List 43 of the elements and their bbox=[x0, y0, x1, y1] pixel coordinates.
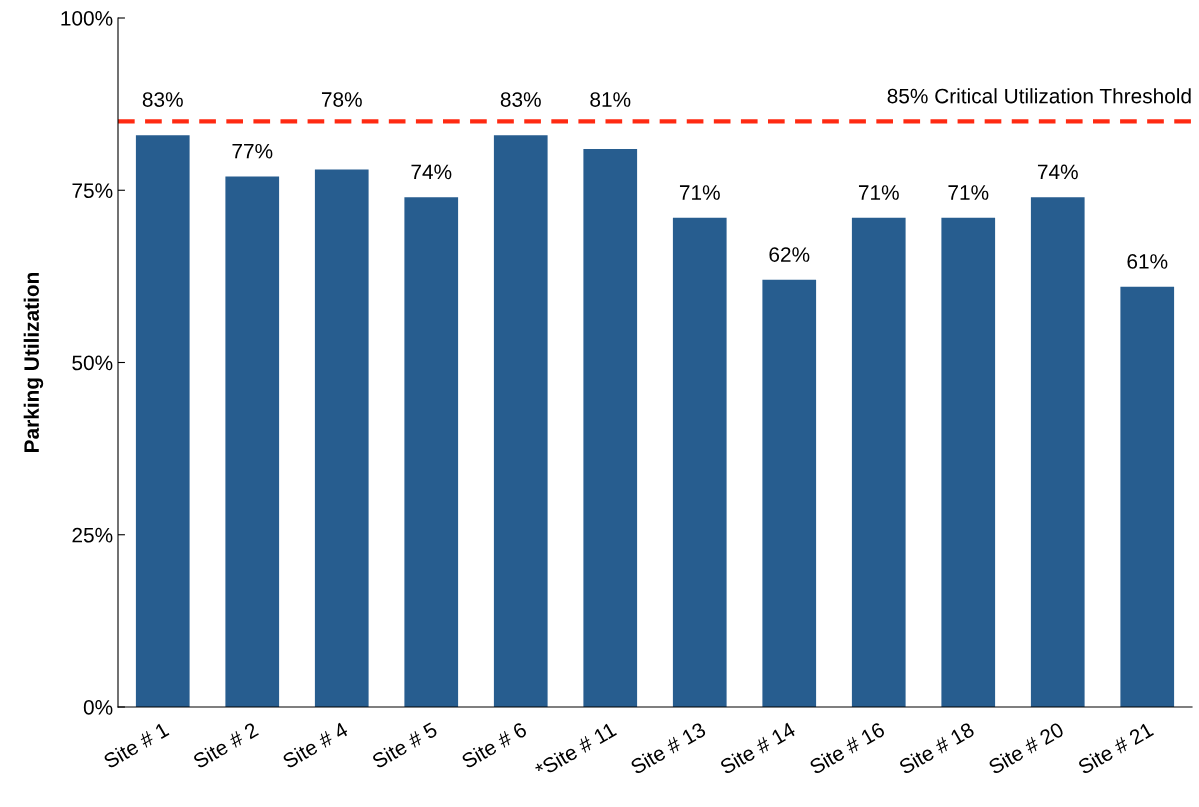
y-tick-label: 0% bbox=[83, 700, 113, 715]
y-tick-label: 25% bbox=[72, 527, 113, 543]
bar bbox=[583, 148, 638, 707]
data-label: 71% bbox=[679, 185, 720, 200]
y-axis-title: Parking Utilization bbox=[23, 272, 44, 452]
bar bbox=[762, 279, 817, 707]
x-tick-label: Site # 16 bbox=[808, 721, 886, 775]
x-tick-label: Site # 18 bbox=[897, 721, 976, 775]
ref-line-label: 85% Critical Utilization Threshold bbox=[887, 88, 1191, 104]
data-label: 83% bbox=[500, 92, 541, 107]
data-label: 81% bbox=[590, 92, 631, 107]
data-label: 83% bbox=[142, 92, 183, 107]
bar bbox=[672, 217, 727, 707]
bar bbox=[225, 176, 280, 707]
data-label: 71% bbox=[948, 185, 989, 200]
x-tick-label: Site # 4 bbox=[281, 721, 349, 769]
data-label: 77% bbox=[232, 143, 273, 159]
x-tick-label: Site # 13 bbox=[629, 721, 707, 775]
data-label: 71% bbox=[858, 185, 899, 200]
bar bbox=[1030, 197, 1085, 707]
x-tick-label: Site # 20 bbox=[987, 721, 1065, 775]
bar bbox=[135, 135, 190, 707]
x-tick-label: Site # 5 bbox=[370, 721, 439, 769]
data-label: 62% bbox=[769, 247, 810, 262]
x-tick-label: *Site # 11 bbox=[533, 721, 618, 779]
y-tick-label: 75% bbox=[72, 183, 113, 198]
x-tick-label: Site # 6 bbox=[460, 721, 528, 769]
x-tick-label: Site # 1 bbox=[102, 721, 170, 769]
x-tick-label: Site # 21 bbox=[1076, 721, 1155, 775]
bar bbox=[404, 197, 459, 707]
y-tick-label: 100% bbox=[61, 11, 113, 26]
bar bbox=[1120, 286, 1175, 707]
data-label: 61% bbox=[1127, 254, 1168, 269]
bar bbox=[941, 217, 996, 707]
y-tick-label: 50% bbox=[72, 355, 113, 371]
data-label: 74% bbox=[411, 164, 452, 180]
x-tick-label: Site # 14 bbox=[718, 721, 797, 775]
data-label: 78% bbox=[321, 92, 362, 107]
data-label: 74% bbox=[1037, 164, 1078, 180]
bar bbox=[493, 135, 548, 707]
x-tick-label: Site # 2 bbox=[191, 721, 259, 769]
bar bbox=[314, 169, 369, 707]
bar bbox=[851, 217, 906, 707]
